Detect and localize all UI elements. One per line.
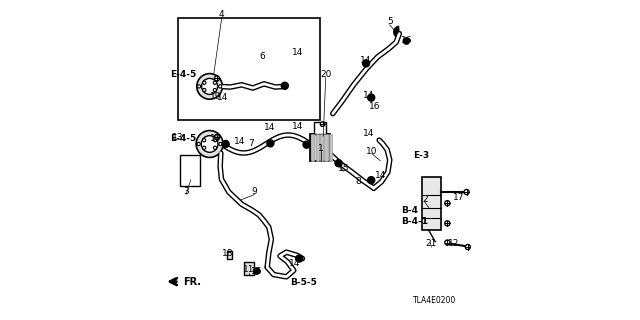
Circle shape <box>321 122 325 126</box>
Circle shape <box>464 189 469 195</box>
Circle shape <box>296 255 303 262</box>
Circle shape <box>197 142 200 146</box>
Circle shape <box>196 74 223 99</box>
Circle shape <box>445 221 450 226</box>
Text: 16: 16 <box>401 36 412 45</box>
Circle shape <box>445 201 450 206</box>
Bar <box>316 134 319 161</box>
Text: B-4-1: B-4-1 <box>401 217 428 226</box>
Text: B-4: B-4 <box>401 206 418 215</box>
Text: 8: 8 <box>355 177 360 186</box>
Text: B-5-5: B-5-5 <box>291 278 317 287</box>
Text: 15: 15 <box>338 164 349 173</box>
Text: 14: 14 <box>289 259 300 268</box>
Text: E-4-5: E-4-5 <box>170 134 196 143</box>
Circle shape <box>282 82 288 89</box>
Circle shape <box>201 136 218 152</box>
Text: 6: 6 <box>259 52 264 60</box>
Bar <box>422 177 441 230</box>
Text: 19: 19 <box>211 92 221 101</box>
Text: 4: 4 <box>219 10 225 19</box>
Bar <box>329 134 332 161</box>
Circle shape <box>303 141 310 148</box>
Circle shape <box>213 81 216 84</box>
Text: 3: 3 <box>184 187 189 196</box>
Text: 14: 14 <box>360 56 371 65</box>
Circle shape <box>196 131 223 157</box>
Circle shape <box>202 146 206 149</box>
Circle shape <box>465 244 470 250</box>
Circle shape <box>335 160 342 167</box>
Circle shape <box>253 268 260 274</box>
FancyBboxPatch shape <box>227 251 232 259</box>
Text: 13: 13 <box>172 133 183 142</box>
Circle shape <box>368 177 375 184</box>
Circle shape <box>197 85 201 88</box>
Circle shape <box>222 140 229 148</box>
Text: 11: 11 <box>243 265 255 274</box>
Text: E-3: E-3 <box>413 151 429 160</box>
Text: 14: 14 <box>363 129 374 138</box>
Bar <box>314 122 326 134</box>
Circle shape <box>214 139 216 142</box>
Text: 20: 20 <box>320 70 332 79</box>
Circle shape <box>368 94 375 101</box>
Text: 5: 5 <box>387 17 392 26</box>
Bar <box>178 18 320 120</box>
FancyBboxPatch shape <box>244 262 254 275</box>
Circle shape <box>445 240 450 245</box>
Circle shape <box>214 76 220 81</box>
Circle shape <box>214 134 220 140</box>
Text: 2: 2 <box>422 195 428 204</box>
Text: 14: 14 <box>363 91 374 100</box>
Text: 10: 10 <box>366 147 378 156</box>
Text: 16: 16 <box>369 102 380 111</box>
Circle shape <box>363 60 370 67</box>
Text: 14: 14 <box>292 48 303 57</box>
Circle shape <box>219 85 222 88</box>
Bar <box>324 134 328 161</box>
Text: 9: 9 <box>252 187 257 196</box>
Text: FR.: FR. <box>184 276 202 287</box>
Bar <box>310 134 330 161</box>
Text: 7: 7 <box>248 139 254 148</box>
Circle shape <box>403 38 410 44</box>
Circle shape <box>202 78 218 94</box>
Text: 12: 12 <box>448 239 460 248</box>
Text: 17: 17 <box>452 193 464 202</box>
Bar <box>311 134 314 161</box>
Circle shape <box>202 139 206 142</box>
Text: 14: 14 <box>264 123 275 132</box>
Bar <box>180 155 200 186</box>
Text: E-4-5: E-4-5 <box>170 70 196 79</box>
Text: 14: 14 <box>234 137 245 146</box>
Text: 21: 21 <box>426 239 437 248</box>
Text: TLA4E0200: TLA4E0200 <box>413 296 456 305</box>
Text: 18: 18 <box>222 249 234 258</box>
Circle shape <box>267 140 274 147</box>
Text: 19: 19 <box>211 134 221 143</box>
Circle shape <box>213 88 216 92</box>
Circle shape <box>203 81 206 84</box>
Circle shape <box>219 142 222 146</box>
Text: 16: 16 <box>251 267 262 276</box>
Text: 14: 14 <box>375 171 387 180</box>
Text: 14: 14 <box>292 122 303 131</box>
Circle shape <box>214 146 216 149</box>
Text: 14: 14 <box>218 93 228 102</box>
Text: 1: 1 <box>318 144 324 153</box>
Bar <box>320 134 323 161</box>
Circle shape <box>203 88 206 92</box>
